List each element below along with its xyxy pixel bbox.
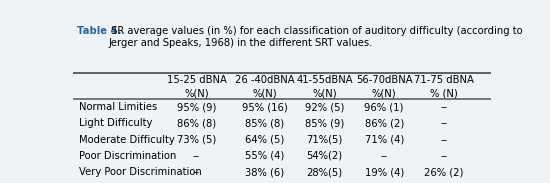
Text: %(N): %(N)	[184, 89, 209, 99]
Text: --: --	[193, 167, 200, 177]
Text: 73% (5): 73% (5)	[177, 135, 216, 145]
Text: 64% (5): 64% (5)	[245, 135, 284, 145]
Text: Normal Limities: Normal Limities	[79, 102, 158, 112]
Text: --: --	[440, 151, 448, 161]
Text: 95% (9): 95% (9)	[177, 102, 216, 112]
Text: 71%(5): 71%(5)	[306, 135, 343, 145]
Text: 55% (4): 55% (4)	[245, 151, 284, 161]
Text: %(N): %(N)	[252, 89, 277, 99]
Text: 28%(5): 28%(5)	[306, 167, 343, 177]
Text: --: --	[381, 151, 388, 161]
Text: Moderate Difficulty: Moderate Difficulty	[79, 135, 175, 145]
Text: 96% (1): 96% (1)	[365, 102, 404, 112]
Text: 71-75 dBNA: 71-75 dBNA	[414, 75, 474, 85]
Text: %(N): %(N)	[372, 89, 397, 99]
Text: --: --	[440, 135, 448, 145]
Text: --: --	[440, 102, 448, 112]
Text: --: --	[440, 118, 448, 128]
Text: Table 4.: Table 4.	[77, 26, 122, 36]
Text: 85% (9): 85% (9)	[305, 118, 344, 128]
Text: 38% (6): 38% (6)	[245, 167, 284, 177]
Text: 92% (5): 92% (5)	[305, 102, 344, 112]
Text: 54%(2): 54%(2)	[306, 151, 343, 161]
Text: 86% (8): 86% (8)	[177, 118, 216, 128]
Text: SR average values (in %) for each classification of auditory difficulty (accordi: SR average values (in %) for each classi…	[108, 26, 523, 48]
Text: 56-70dBNA: 56-70dBNA	[356, 75, 412, 85]
Text: 15-25 dBNA: 15-25 dBNA	[167, 75, 227, 85]
Text: 26 -40dBNA: 26 -40dBNA	[235, 75, 295, 85]
Text: 19% (4): 19% (4)	[365, 167, 404, 177]
Text: 71% (4): 71% (4)	[365, 135, 404, 145]
Text: % (N): % (N)	[430, 89, 458, 99]
Text: 41-55dBNA: 41-55dBNA	[296, 75, 353, 85]
Text: Light Difficulty: Light Difficulty	[79, 118, 153, 128]
Text: 95% (16): 95% (16)	[242, 102, 288, 112]
Text: --: --	[193, 151, 200, 161]
Text: 26% (2): 26% (2)	[424, 167, 464, 177]
Text: %(N): %(N)	[312, 89, 337, 99]
Text: Very Poor Discrimination: Very Poor Discrimination	[79, 167, 202, 177]
Text: Poor Discrimination: Poor Discrimination	[79, 151, 177, 161]
Text: 85% (8): 85% (8)	[245, 118, 284, 128]
Text: 86% (2): 86% (2)	[365, 118, 404, 128]
